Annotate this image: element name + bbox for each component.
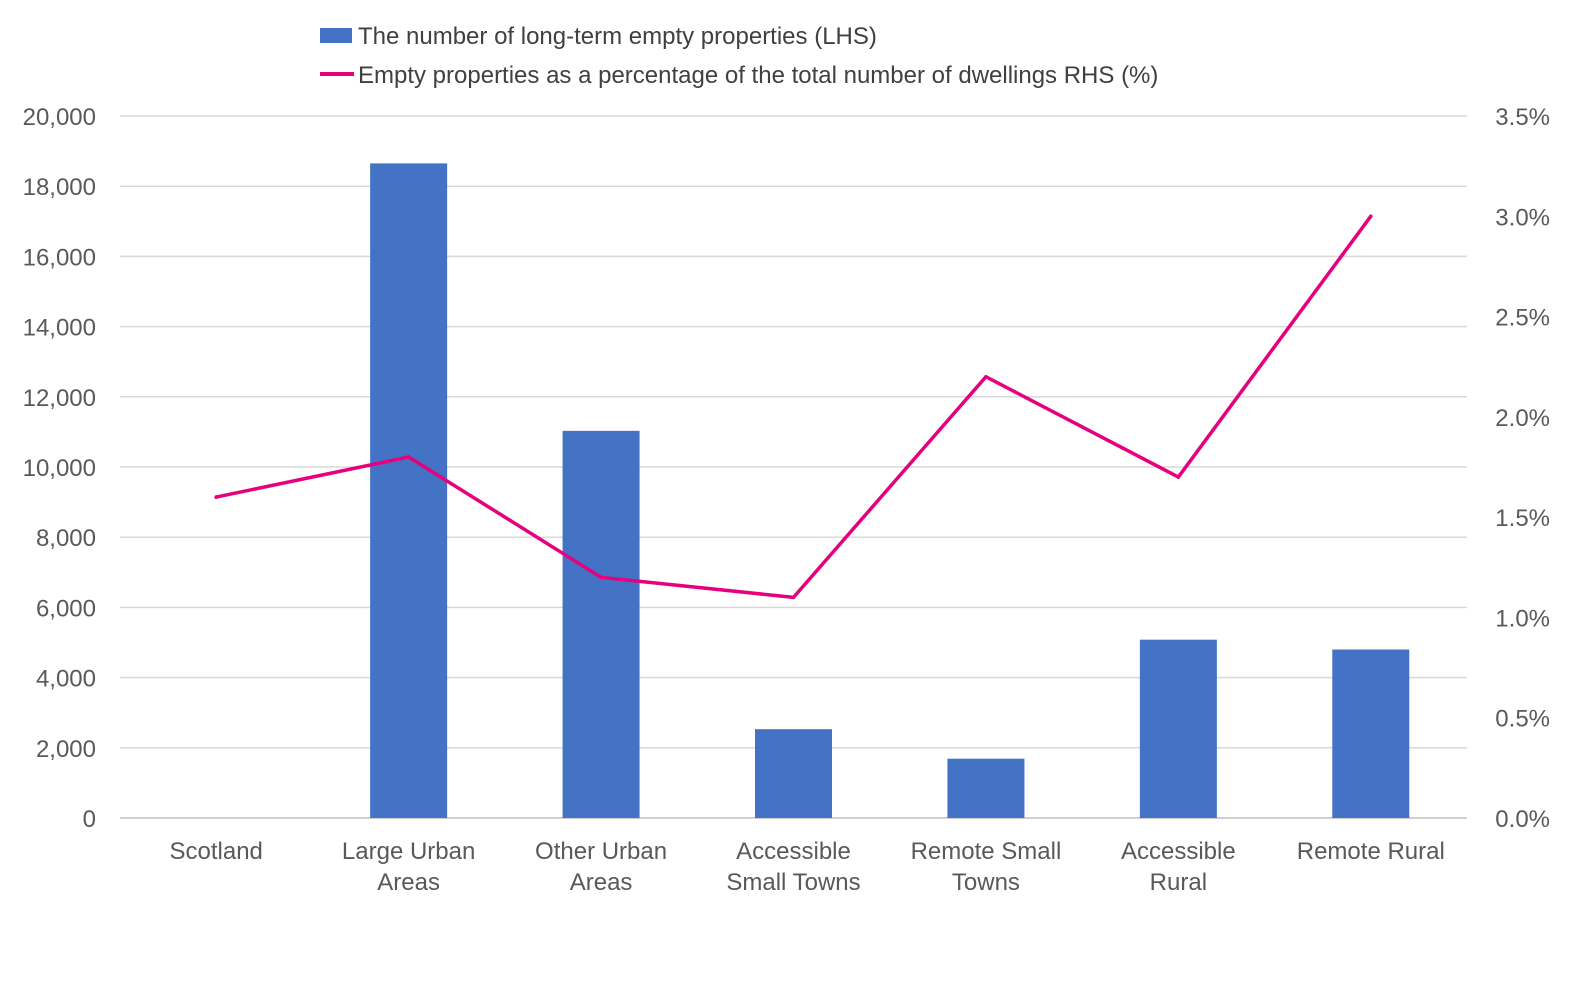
left-tick-label: 2,000 bbox=[36, 736, 96, 763]
bar bbox=[755, 729, 832, 818]
bar bbox=[947, 758, 1025, 818]
right-tick-label: 1.5% bbox=[1495, 505, 1550, 532]
right-tick-label: 0.5% bbox=[1495, 706, 1550, 733]
line-point bbox=[599, 575, 603, 580]
left-tick-label: 6,000 bbox=[36, 595, 96, 622]
bar bbox=[1139, 639, 1217, 818]
right-tick-label: 2.0% bbox=[1495, 405, 1550, 432]
left-tick-label: 12,000 bbox=[23, 385, 96, 412]
bar-series bbox=[370, 163, 1410, 818]
bar bbox=[562, 430, 640, 818]
right-tick-label: 3.5% bbox=[1495, 104, 1550, 131]
line-point bbox=[1368, 214, 1373, 219]
right-tick-label: 2.5% bbox=[1495, 305, 1550, 332]
line-point bbox=[214, 495, 219, 499]
line-point bbox=[984, 374, 988, 379]
line-point bbox=[791, 595, 796, 600]
line-series bbox=[214, 214, 1373, 600]
category-label: Scotland bbox=[170, 838, 263, 865]
category-label: Other Urban Areas bbox=[535, 838, 667, 896]
left-tick-label: 8,000 bbox=[36, 525, 96, 552]
legend-bar-swatch bbox=[320, 28, 352, 43]
line-point bbox=[1176, 475, 1181, 479]
category-label: Remote Rural bbox=[1297, 838, 1445, 865]
left-axis-ticks: 0 2,000 4,000 6,000 8,000 10,000 12,000 14,000 1… bbox=[23, 104, 96, 833]
right-tick-label: 3.0% bbox=[1495, 204, 1550, 231]
right-tick-label: 1.0% bbox=[1495, 605, 1550, 632]
legend-line-label: Empty properties as a percentage of the … bbox=[358, 62, 1158, 89]
right-tick-label: 0.0% bbox=[1495, 806, 1550, 833]
category-label: Remote Small Towns bbox=[911, 838, 1062, 896]
left-tick-label: 14,000 bbox=[23, 315, 96, 342]
category-axis-labels: Scotland Large Urban Areas Other Urban Areas… bbox=[170, 838, 1445, 896]
left-tick-label: 0 bbox=[83, 806, 96, 833]
legend-bar-label: The number of long-term empty properties… bbox=[358, 23, 877, 50]
bar bbox=[1332, 649, 1410, 818]
left-tick-label: 20,000 bbox=[23, 104, 96, 131]
category-label: Accessible Rural bbox=[1121, 838, 1236, 896]
left-tick-label: 4,000 bbox=[36, 666, 96, 693]
left-tick-label: 16,000 bbox=[23, 244, 96, 271]
gridlines bbox=[120, 115, 1467, 819]
category-label: Accessible Small Towns bbox=[726, 838, 860, 896]
left-tick-label: 10,000 bbox=[23, 455, 96, 482]
right-axis-ticks: 0.0% 0.5% 1.0% 1.5% 2.0% 2.5% 3.0% 3.5% bbox=[1495, 104, 1550, 833]
category-label: Large Urban Areas bbox=[342, 838, 475, 896]
legend: The number of long-term empty properties… bbox=[320, 23, 1158, 89]
bar bbox=[370, 163, 448, 818]
left-tick-label: 18,000 bbox=[23, 174, 96, 201]
line-point bbox=[406, 455, 411, 459]
